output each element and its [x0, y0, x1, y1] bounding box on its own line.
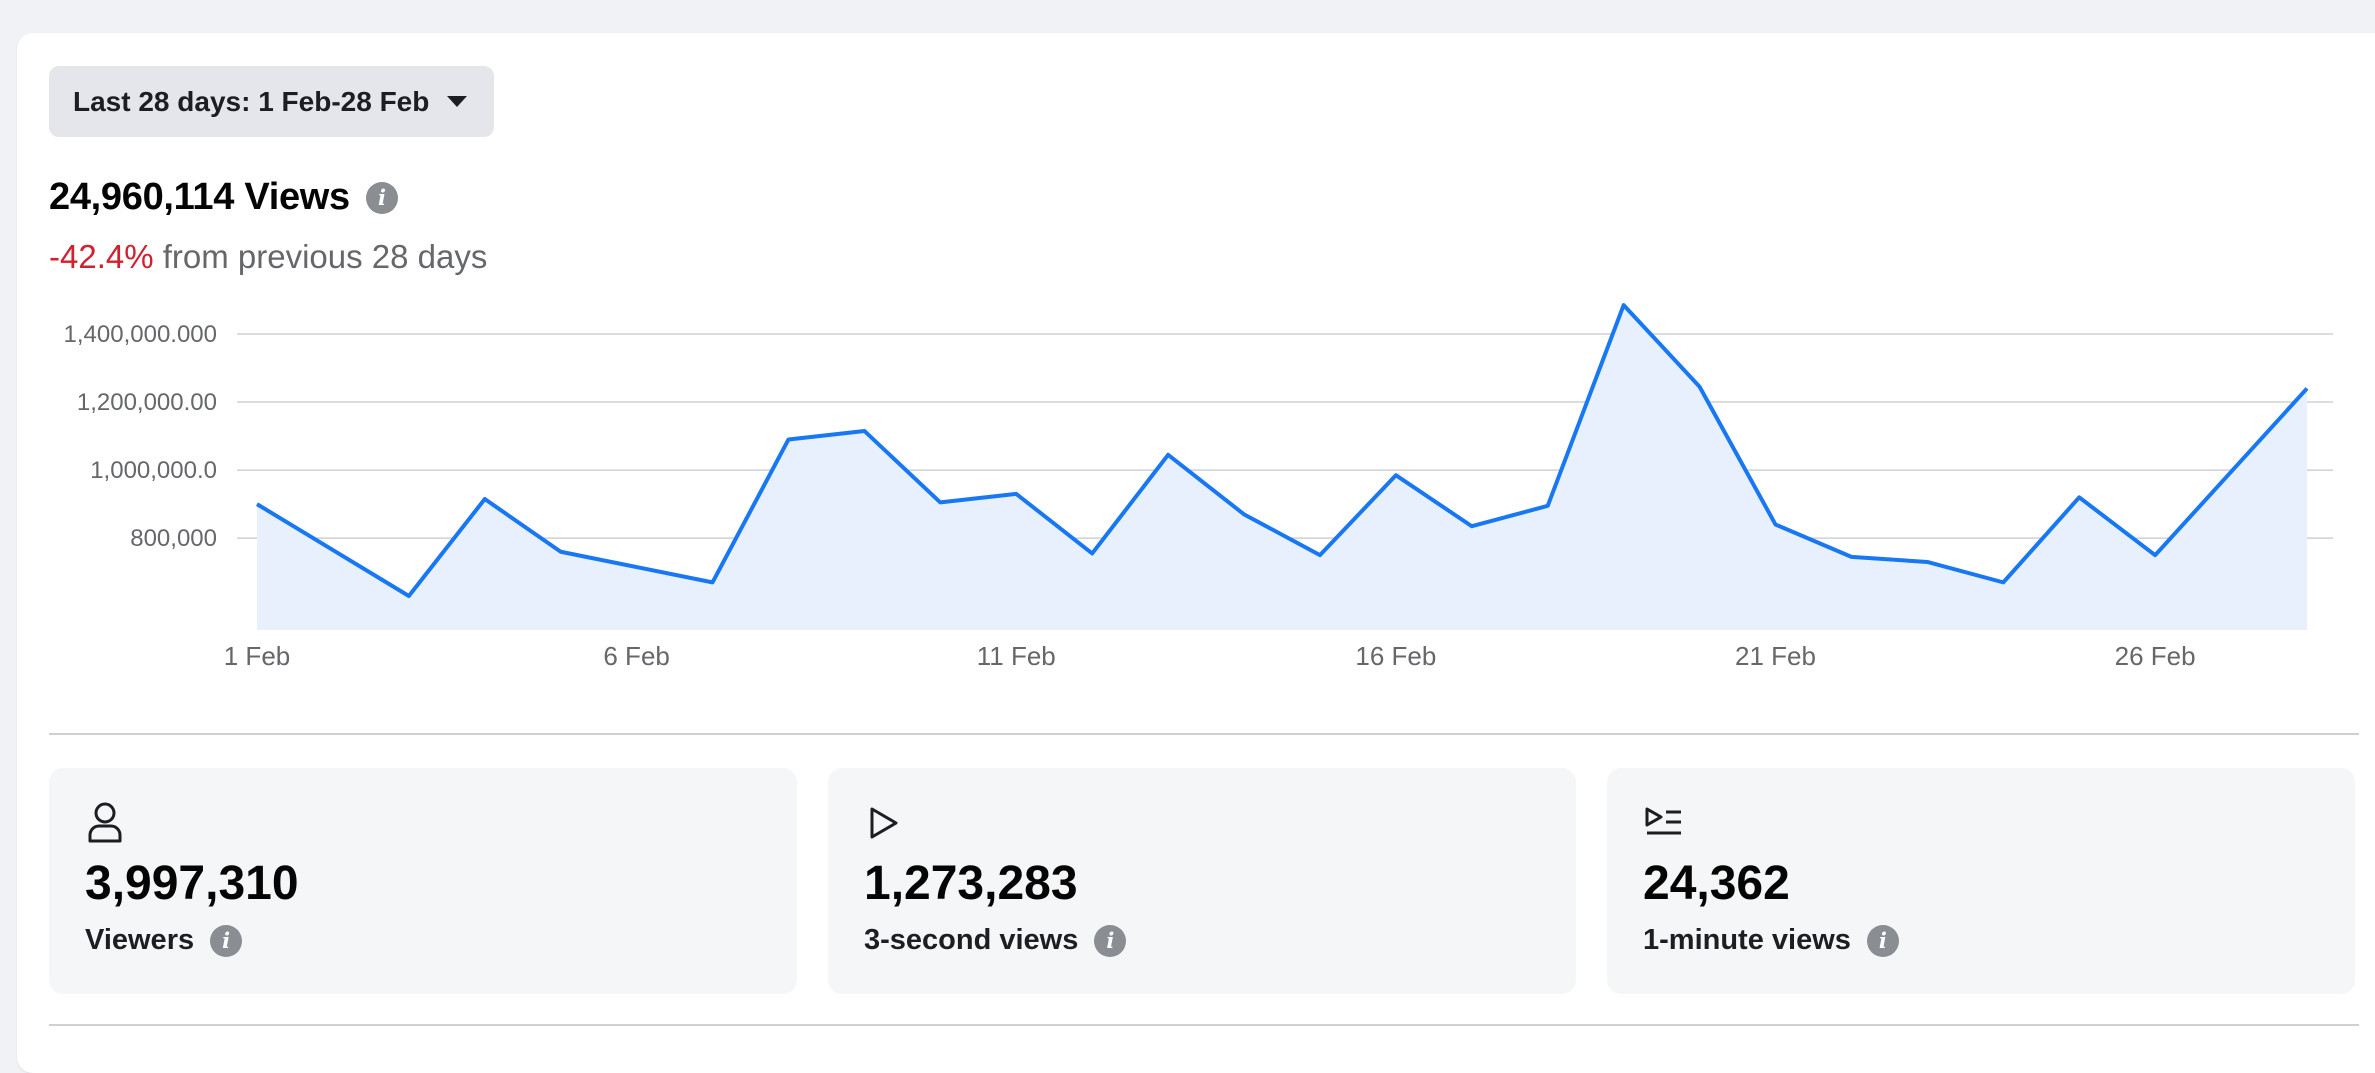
- metric-value: 24,362: [1643, 857, 1790, 910]
- date-range-label: Last 28 days: 1 Feb-28 Feb: [73, 85, 430, 117]
- info-icon[interactable]: i: [1094, 924, 1127, 957]
- metric-label: 3-second views: [864, 924, 1079, 956]
- x-tick-label: 16 Feb: [1355, 641, 1436, 671]
- y-tick-label: 1,400,000.000: [64, 321, 217, 348]
- y-tick-label: 1,200,000.00: [77, 389, 217, 416]
- info-icon[interactable]: i: [210, 924, 243, 957]
- x-tick-label: 26 Feb: [2115, 641, 2196, 671]
- views-total-heading: 24,960,114 Views i: [49, 176, 398, 219]
- caret-down-icon: [447, 96, 468, 107]
- change-percent: -42.4%: [49, 238, 154, 275]
- metric-card-1-minute-views: 24,362 1-minute views i: [1607, 768, 2355, 994]
- info-icon[interactable]: i: [1866, 924, 1899, 957]
- change-suffix: from previous 28 days: [162, 238, 488, 275]
- info-icon[interactable]: i: [365, 181, 398, 214]
- play-icon: [870, 807, 898, 839]
- views-change: -42.4% from previous 28 days: [49, 238, 487, 276]
- metric-value: 3,997,310: [85, 857, 299, 910]
- views-chart: 800,000 1,000,000.0 1,200,000.00 1,400,000.…: [64, 303, 2333, 671]
- series-area: [257, 305, 2307, 630]
- views-total: 24,960,114 Views: [49, 176, 350, 218]
- y-tick-label: 800,000: [130, 525, 217, 552]
- divider: [49, 733, 2359, 735]
- divider: [49, 1024, 2359, 1026]
- x-tick-label: 21 Feb: [1735, 641, 1816, 671]
- metric-label: 1-minute views: [1643, 924, 1851, 956]
- metric-card-3-second-views: 1,273,283 3-second views i: [828, 768, 1576, 994]
- metric-value: 1,273,283: [864, 857, 1078, 910]
- date-range-dropdown[interactable]: Last 28 days: 1 Feb-28 Feb: [49, 66, 494, 137]
- play-list-icon: [1645, 807, 1681, 835]
- metric-label: Viewers: [85, 924, 195, 956]
- series-line: [255, 303, 2309, 598]
- x-tick-label: 11 Feb: [977, 641, 1056, 671]
- x-tick-label: 6 Feb: [603, 641, 670, 671]
- metric-card-viewers: 3,997,310 Viewers i: [49, 768, 797, 994]
- x-tick-label: 1 Feb: [224, 641, 291, 671]
- y-tick-label: 1,000,000.0: [90, 457, 217, 484]
- person-icon: [88, 802, 122, 843]
